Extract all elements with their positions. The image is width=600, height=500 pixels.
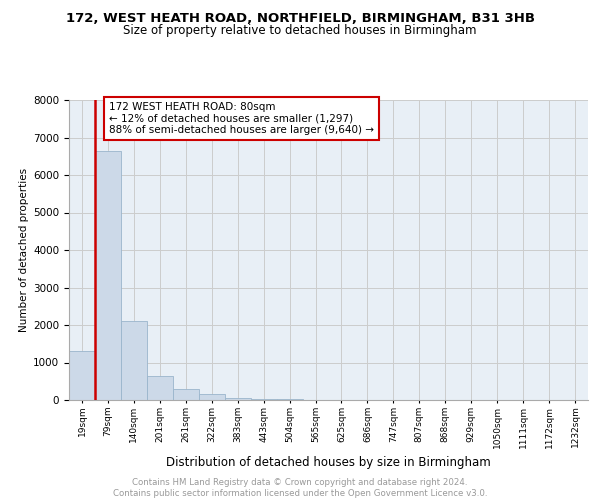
Bar [121,322,147,400]
Y-axis label: Number of detached properties: Number of detached properties [19,168,29,332]
Text: Size of property relative to detached houses in Birmingham: Size of property relative to detached ho… [123,24,477,37]
Bar [251,398,277,400]
Bar [199,394,224,400]
Text: 172 WEST HEATH ROAD: 80sqm
← 12% of detached houses are smaller (1,297)
88% of s: 172 WEST HEATH ROAD: 80sqm ← 12% of deta… [109,102,374,135]
Text: Contains HM Land Registry data © Crown copyright and database right 2024.
Contai: Contains HM Land Registry data © Crown c… [113,478,487,498]
Bar [95,150,121,400]
Bar [225,398,251,400]
Bar [69,351,95,400]
Bar [147,376,173,400]
Bar [173,389,199,400]
X-axis label: Distribution of detached houses by size in Birmingham: Distribution of detached houses by size … [166,456,491,469]
Text: 172, WEST HEATH ROAD, NORTHFIELD, BIRMINGHAM, B31 3HB: 172, WEST HEATH ROAD, NORTHFIELD, BIRMIN… [65,12,535,26]
